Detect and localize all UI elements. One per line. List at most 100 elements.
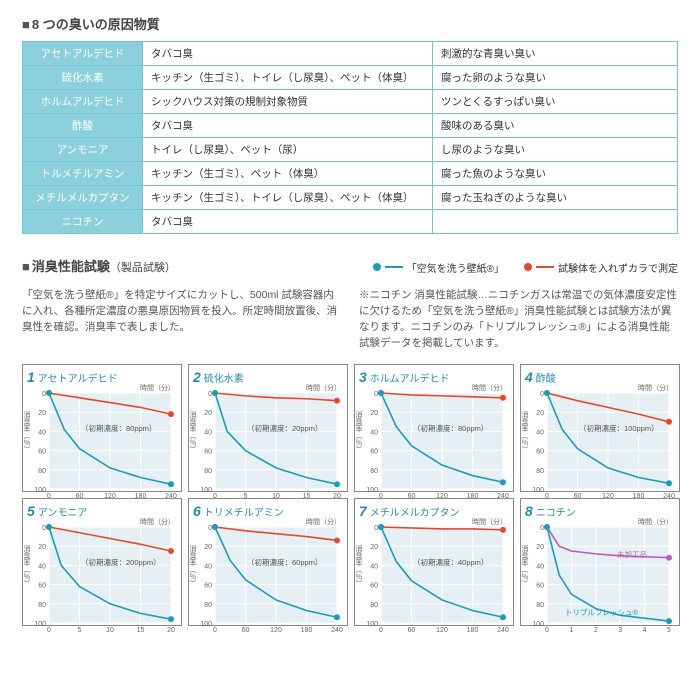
svg-text:0: 0 <box>208 391 212 398</box>
svg-text:240: 240 <box>497 627 509 634</box>
svg-text:20: 20 <box>204 544 212 551</box>
svg-text:80: 80 <box>370 467 378 474</box>
description-left: 「空気を洗う壁紙®」を特定サイズにカットし、500ml 試験容器内に入れ、各種所… <box>22 287 341 352</box>
svg-text:60: 60 <box>204 448 212 455</box>
svg-text:4: 4 <box>643 627 647 634</box>
initial-concentration: （初期濃度：80ppm） <box>413 423 488 434</box>
svg-text:60: 60 <box>204 582 212 589</box>
x-axis-label: 時間（分） <box>306 517 341 527</box>
initial-concentration: （初期濃度：200ppm） <box>81 557 161 568</box>
section1-title: ■8 つの臭いの原因物質 <box>22 14 678 33</box>
svg-text:80: 80 <box>204 467 212 474</box>
table-row: ニコチンタバコ臭 <box>23 210 678 234</box>
svg-text:1: 1 <box>569 627 573 634</box>
svg-text:60: 60 <box>370 448 378 455</box>
svg-text:80: 80 <box>38 467 46 474</box>
x-axis-label: 時間（分） <box>638 383 673 393</box>
svg-text:180: 180 <box>301 627 313 634</box>
svg-text:80: 80 <box>370 601 378 608</box>
substance-desc: 刺激的な青臭い臭い <box>433 42 678 66</box>
substance-source: キッチン（生ゴミ）、トイレ（し尿臭）、ペット（体臭） <box>143 186 433 210</box>
svg-text:3: 3 <box>618 627 622 634</box>
chart-8: 8ニコチン時間（分）消臭率（％）020406080100012345未加工品トリ… <box>520 498 680 626</box>
svg-text:20: 20 <box>38 544 46 551</box>
y-axis-label: 消臭率（％） <box>21 411 31 453</box>
series-label: 未加工品 <box>617 549 647 560</box>
initial-concentration: （初期濃度：40ppm） <box>413 557 488 568</box>
substance-desc: 腐った魚のような臭い <box>433 162 678 186</box>
svg-text:100: 100 <box>34 487 46 494</box>
description-right: ※ニコチン 消臭性能試験…ニコチンガスは常温での気体濃度安定性に欠けるため「空気… <box>359 287 678 352</box>
chart-number: 7 <box>359 503 367 519</box>
svg-text:100: 100 <box>532 621 544 628</box>
legend-blue: 「空気を洗う壁紙®」 <box>373 260 504 275</box>
svg-text:100: 100 <box>366 621 378 628</box>
svg-text:60: 60 <box>242 627 250 634</box>
svg-text:60: 60 <box>536 448 544 455</box>
svg-text:0: 0 <box>213 627 217 634</box>
substance-name: メチルメルカプタン <box>23 186 143 210</box>
substance-source: タバコ臭 <box>143 42 433 66</box>
svg-text:240: 240 <box>331 627 343 634</box>
svg-text:20: 20 <box>536 544 544 551</box>
chart-1: 1アセトアルデヒド時間（分）消臭率（％）02040608010006012018… <box>22 364 182 492</box>
chart-number: 5 <box>27 503 35 519</box>
svg-text:40: 40 <box>38 563 46 570</box>
substance-name: 硫化水素 <box>23 66 143 90</box>
substance-name: トルメチルアミン <box>23 162 143 186</box>
y-axis-label: 消臭率（％） <box>21 545 31 587</box>
substance-source: キッチン（生ゴミ）、トイレ（し尿臭）、ペット（体臭） <box>143 66 433 90</box>
svg-text:0: 0 <box>42 391 46 398</box>
svg-text:100: 100 <box>532 487 544 494</box>
svg-text:40: 40 <box>536 429 544 436</box>
svg-text:20: 20 <box>167 627 175 634</box>
svg-text:20: 20 <box>38 410 46 417</box>
substance-desc: 腐った卵のような臭い <box>433 66 678 90</box>
table-row: アセトアルデヒドタバコ臭刺激的な青臭い臭い <box>23 42 678 66</box>
chart-name: メチルメルカプタン <box>370 504 460 519</box>
chart-5: 5アンモニア時間（分）消臭率（％）02040608010005101520（初期… <box>22 498 182 626</box>
svg-text:0: 0 <box>379 627 383 634</box>
chart-7: 7メチルメルカプタン時間（分）消臭率（％）0204060801000601201… <box>354 498 514 626</box>
svg-text:40: 40 <box>204 563 212 570</box>
initial-concentration: （初期濃度：80ppm） <box>81 423 156 434</box>
svg-text:0: 0 <box>374 391 378 398</box>
svg-text:60: 60 <box>38 582 46 589</box>
chart-3: 3ホルムアルデヒド時間（分）消臭率（％）02040608010006012018… <box>354 364 514 492</box>
substance-name: アンモニア <box>23 138 143 162</box>
svg-text:100: 100 <box>34 621 46 628</box>
svg-text:120: 120 <box>270 627 282 634</box>
svg-text:20: 20 <box>370 544 378 551</box>
x-axis-label: 時間（分） <box>638 517 673 527</box>
y-axis-label: 消臭率（％） <box>187 411 197 453</box>
svg-text:5: 5 <box>78 627 82 634</box>
svg-text:120: 120 <box>436 627 448 634</box>
series-label: トリプルフレッシュ® <box>565 607 638 618</box>
svg-text:0: 0 <box>545 627 549 634</box>
table-row: トルメチルアミンキッチン（生ゴミ）、ペット（体臭）腐った魚のような臭い <box>23 162 678 186</box>
substance-name: 酢酸 <box>23 114 143 138</box>
chart-number: 3 <box>359 369 367 385</box>
substance-source: キッチン（生ゴミ）、ペット（体臭） <box>143 162 433 186</box>
chart-number: 6 <box>193 503 201 519</box>
substance-desc: ツンとくるすっぱい臭い <box>433 90 678 114</box>
section2-title: ■消臭性能試験（製品試験） <box>22 256 176 275</box>
svg-text:15: 15 <box>137 627 145 634</box>
y-axis-label: 消臭率（％） <box>519 545 529 587</box>
svg-text:60: 60 <box>38 448 46 455</box>
svg-text:10: 10 <box>106 627 114 634</box>
svg-text:40: 40 <box>370 563 378 570</box>
chart-number: 1 <box>27 369 35 385</box>
substance-source: タバコ臭 <box>143 114 433 138</box>
chart-number: 4 <box>525 369 533 385</box>
table-row: 硫化水素キッチン（生ゴミ）、トイレ（し尿臭）、ペット（体臭）腐った卵のような臭い <box>23 66 678 90</box>
chart-plot: 020406080100012345 <box>525 521 675 639</box>
y-axis-label: 消臭率（％） <box>519 411 529 453</box>
chart-name: トリメチルアミン <box>204 504 284 519</box>
substance-name: ホルムアルデヒド <box>23 90 143 114</box>
legend: 「空気を洗う壁紙®」 試験体を入れずカラで測定 <box>373 260 678 275</box>
svg-text:60: 60 <box>536 582 544 589</box>
svg-text:2: 2 <box>594 627 598 634</box>
svg-text:0: 0 <box>540 525 544 532</box>
odor-table: アセトアルデヒドタバコ臭刺激的な青臭い臭い硫化水素キッチン（生ゴミ）、トイレ（し… <box>22 41 678 234</box>
